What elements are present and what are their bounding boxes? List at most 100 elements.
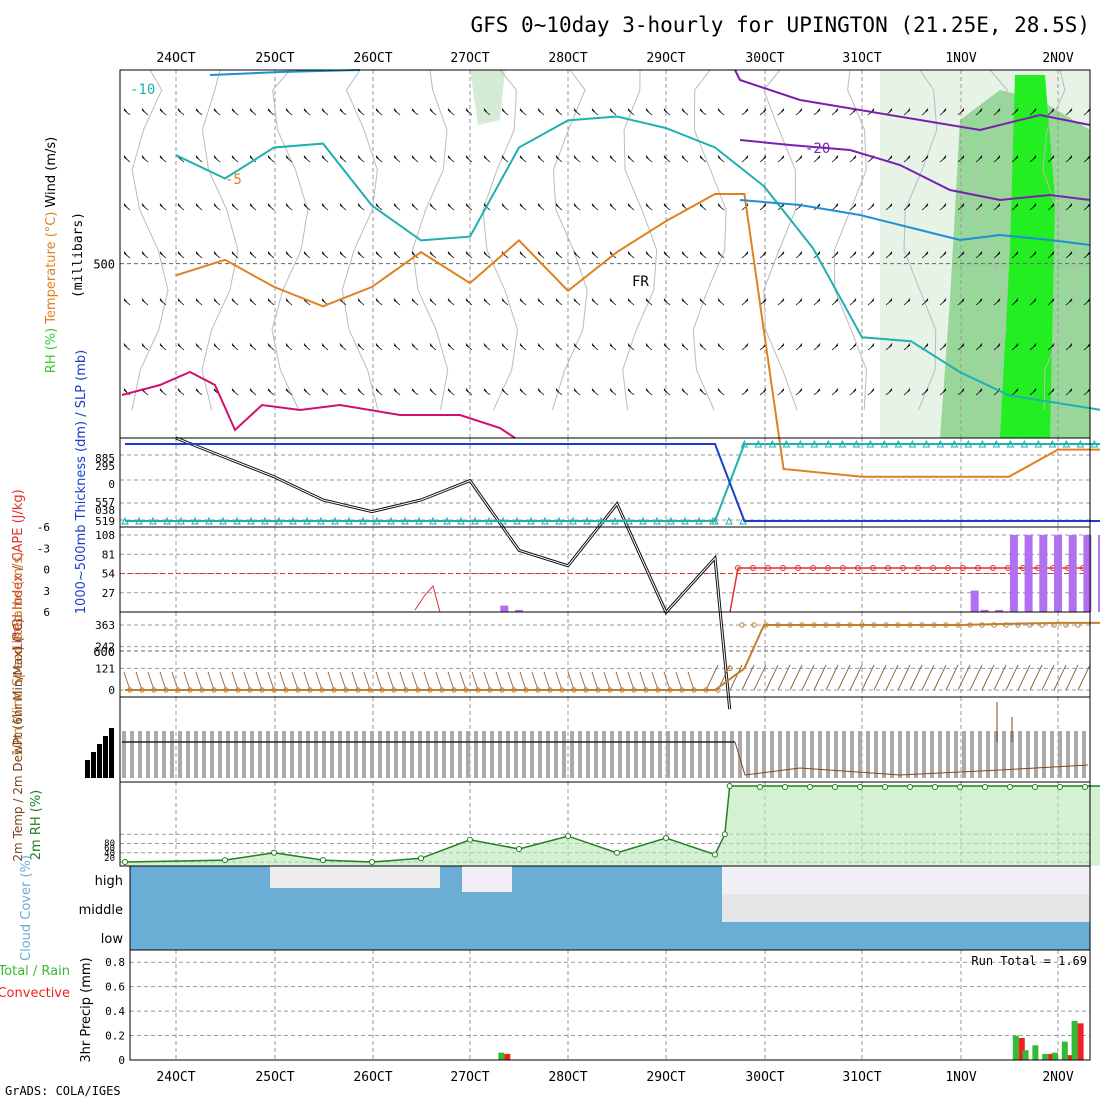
rh2m-tick-label: 20: [104, 854, 115, 864]
temp2m-minmax-bar: [890, 731, 894, 778]
wind-barb: [1011, 203, 1019, 211]
rh2m-point: [222, 857, 228, 864]
rh2m-point: [369, 859, 375, 865]
wind-barb: [231, 388, 239, 396]
wind-barb: [123, 298, 131, 306]
wind-barb: [681, 108, 689, 116]
precip-convective-bar: [1077, 1023, 1084, 1060]
wind10-marker: [787, 622, 793, 628]
thickness-marker: [317, 516, 325, 525]
wind10-marker: [835, 622, 841, 628]
wind-barb: [939, 108, 947, 116]
temp2m-minmax-bar: [194, 731, 198, 778]
rh2m-point: [721, 831, 728, 838]
rh2m-ylabel: 2m RH (%): [29, 790, 44, 861]
temp2m-ylabel: 2m Temp / 2m DewPt (6hr Min/Max) (°C): [11, 618, 25, 861]
wind-barb: [1029, 343, 1037, 351]
wind10-barb: [123, 671, 131, 691]
wind-barb: [921, 203, 929, 211]
wind-barb: [645, 155, 653, 163]
temp2m-minmax-bar: [954, 731, 958, 778]
wind-barb: [831, 203, 839, 211]
wind-barb: [159, 388, 167, 396]
wind10-barb: [303, 671, 311, 691]
wind10-marker: [583, 687, 589, 693]
temp2m-minmax-bar: [634, 731, 638, 778]
wind10-marker: [175, 687, 181, 693]
wind-barb: [663, 343, 671, 351]
wind-barb: [849, 388, 857, 396]
wind10-marker: [259, 687, 265, 693]
wind-barb: [465, 203, 473, 211]
wind-barb: [939, 251, 947, 259]
wind-barb: [759, 203, 767, 211]
bottom-time-label: 30OCT: [745, 1070, 784, 1085]
wind10-barb: [945, 664, 959, 691]
temp2m-minmax-bar: [570, 731, 574, 778]
wind10-barb: [687, 671, 695, 691]
line-SLP: [125, 443, 1100, 522]
thickness-tick-label: 885: [95, 452, 115, 465]
wind-barb: [867, 251, 875, 259]
wind-barb: [663, 108, 671, 116]
wind-barb: [609, 298, 617, 306]
wind10-marker: [955, 622, 961, 628]
wind-barb: [813, 298, 821, 306]
wind-barb: [591, 298, 599, 306]
wind-barb: [699, 298, 707, 306]
temp2m-minmax-bar: [930, 731, 934, 778]
temp2m-minmax-bar: [1066, 731, 1070, 778]
wind-barb: [573, 251, 581, 259]
rh-shade-27oct: [470, 70, 505, 125]
wind10-marker: [859, 622, 865, 628]
wind-barb: [483, 298, 491, 306]
thickness-marker: [205, 516, 213, 525]
temp2m-legend-bar: [85, 760, 90, 778]
rh2m-point: [1057, 784, 1063, 790]
rh2m-point: [614, 849, 620, 856]
panel-frames: [119, 69, 1091, 1061]
wind-barb: [231, 251, 239, 259]
temp2m-minmax-bar: [994, 731, 998, 778]
wind-barb: [267, 155, 275, 163]
wind-barb: [957, 251, 965, 259]
wind-barb: [339, 203, 347, 211]
temp2m-minmax-bar: [690, 731, 694, 778]
thickness-marker: [653, 516, 661, 525]
temp2m-minmax-bar: [490, 731, 494, 778]
wind10-barb: [591, 671, 599, 691]
rh2m-point: [1082, 784, 1088, 790]
cape-tick-label: 27: [102, 587, 115, 600]
wind10-barb: [567, 671, 575, 691]
wind-barb: [123, 203, 131, 211]
cape-bar: [1054, 535, 1062, 612]
thickness-marker: [667, 516, 675, 525]
wind-barb: [537, 251, 545, 259]
thickness-marker: [443, 516, 451, 525]
temp2m-minmax-bar: [1026, 731, 1030, 778]
wind10-marker: [847, 622, 853, 628]
temp2m-minmax-bar: [378, 731, 382, 778]
wind-barb: [1011, 108, 1019, 116]
temp2m-minmax-bar: [1018, 731, 1022, 778]
wind10-barb: [147, 671, 155, 691]
thickness-marker: [754, 439, 763, 448]
temp2m-minmax-bar: [978, 731, 982, 778]
thickness-marker: [1006, 439, 1015, 448]
upper-air-ylabel-part: RH (%): [44, 328, 59, 373]
temp2m-minmax-bar: [522, 731, 526, 778]
thickness-marker: [810, 439, 819, 448]
precip-run-total: Run Total = 1.69: [971, 954, 1087, 968]
isotherm-line-purple-upper: [734, 69, 1091, 132]
cape-tick-label: 54: [102, 568, 116, 581]
wind-barb: [903, 251, 911, 259]
wind-barb: [831, 388, 839, 396]
wind10-barb: [519, 671, 527, 691]
wind-barb: [447, 203, 455, 211]
wind10-barb: [861, 664, 875, 691]
wind10-barb: [1053, 664, 1067, 691]
wind10-marker: [1063, 622, 1069, 628]
temp2m-minmax-bar: [754, 731, 758, 778]
wind-barb: [645, 388, 653, 396]
wind10-barb: [315, 671, 323, 691]
